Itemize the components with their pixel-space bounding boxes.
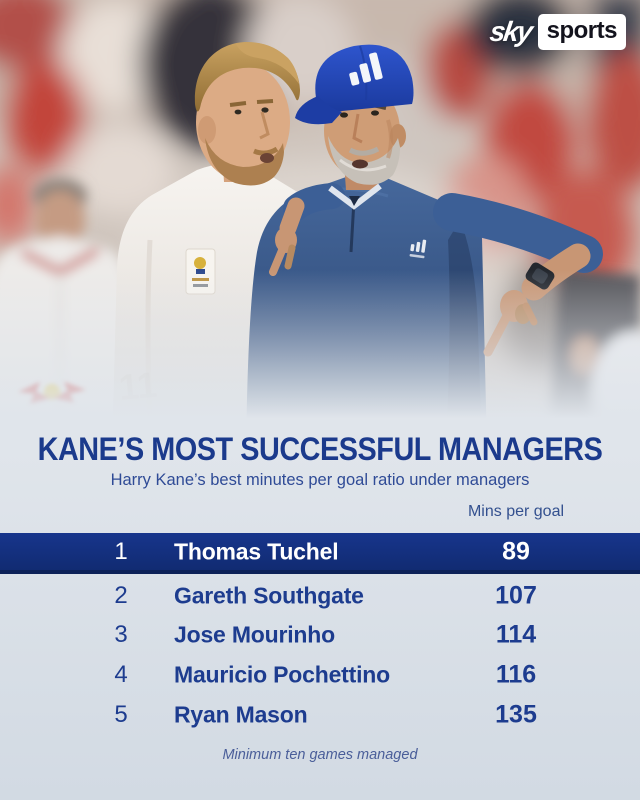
page-title: KANE’S MOST SUCCESSFUL MANAGERS bbox=[37, 431, 603, 467]
table-row: 5 Ryan Mason 135 bbox=[0, 695, 640, 735]
table-row: 3 Jose Mourinho 114 bbox=[0, 615, 640, 655]
mins-per-goal-value: 89 bbox=[502, 537, 530, 565]
photo-kane-tuchel: 11 bbox=[0, 0, 640, 451]
footnote: Minimum ten games managed bbox=[222, 747, 418, 763]
manager-name: Jose Mourinho bbox=[174, 621, 335, 648]
manager-name: Mauricio Pochettino bbox=[174, 661, 390, 688]
table-row: 4 Mauricio Pochettino 116 bbox=[0, 655, 640, 695]
rank-cell: 4 bbox=[114, 661, 128, 688]
mins-per-goal-value: 114 bbox=[495, 620, 537, 649]
table-row: 1 Thomas Tuchel 89 bbox=[0, 533, 640, 574]
column-header-mins-per-goal: Mins per goal bbox=[467, 503, 565, 520]
rank-cell: 3 bbox=[114, 621, 128, 648]
manager-name: Ryan Mason bbox=[174, 701, 308, 728]
manager-name: Gareth Southgate bbox=[174, 582, 364, 609]
rank-cell: 2 bbox=[114, 582, 128, 609]
rank-cell: 1 bbox=[114, 537, 128, 565]
sky-wordmark: sky bbox=[487, 16, 533, 47]
sky-sports-logo: sky sports bbox=[487, 14, 626, 50]
photo-illustration: 11 bbox=[0, 0, 640, 451]
rank-cell: 5 bbox=[114, 701, 128, 728]
mins-per-goal-value: 107 bbox=[495, 581, 537, 610]
table-row: 2 Gareth Southgate 107 bbox=[0, 576, 640, 616]
mins-per-goal-value: 135 bbox=[495, 700, 537, 729]
sports-wordmark-badge: sports bbox=[537, 14, 626, 50]
manager-name: Thomas Tuchel bbox=[174, 538, 339, 564]
mins-per-goal-value: 116 bbox=[495, 660, 537, 689]
page-subtitle: Harry Kane’s best minutes per goal ratio… bbox=[110, 471, 530, 489]
